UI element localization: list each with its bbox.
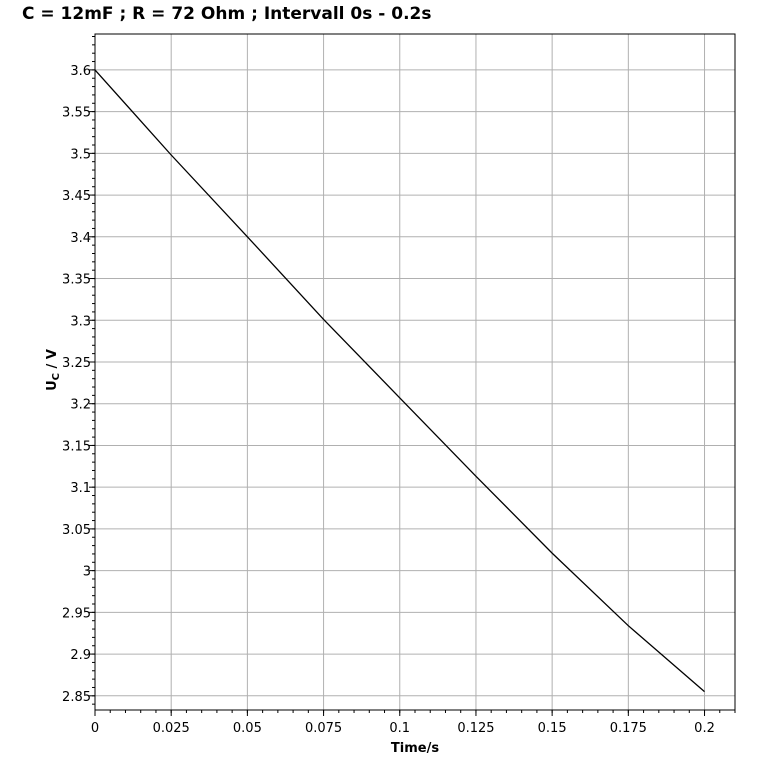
y-tick-label: 3 — [83, 565, 91, 580]
y-tick-label: 2.9 — [70, 648, 91, 663]
y-tick-label: 3.15 — [62, 439, 91, 454]
y-tick-label: 3.2 — [70, 398, 91, 413]
x-tick-label: 0.05 — [233, 721, 262, 736]
y-tick-label: 3.3 — [70, 314, 91, 329]
minor-ticks — [92, 36, 736, 713]
x-tick-label: 0.175 — [610, 721, 647, 736]
y-tick-label: 3.05 — [62, 523, 91, 538]
y-tick-label: 3.1 — [70, 481, 91, 496]
y-axis-label-main: U — [45, 380, 60, 391]
x-tick-label: 0.2 — [694, 721, 715, 736]
grid-lines — [95, 34, 735, 710]
plot-frame — [94, 33, 736, 711]
y-tick-label: 3.35 — [62, 273, 91, 288]
x-tick-label: 0.025 — [153, 721, 190, 736]
y-axis-ticks: 2.85 2.9 2.95 3 3.05 3.1 3.15 3.2 3.25 3.3 3.35 3.4… — [62, 64, 95, 705]
y-tick-label: 3.6 — [70, 64, 91, 79]
x-tick-label: 0.125 — [457, 721, 494, 736]
y-tick-label: 3.55 — [62, 106, 91, 121]
chart-title: C = 12mF ; R = 72 Ohm ; Intervall 0s - 0… — [22, 4, 432, 24]
y-tick-label: 2.95 — [62, 606, 91, 621]
x-tick-label: 0.075 — [305, 721, 342, 736]
x-tick-label: 0 — [91, 721, 99, 736]
y-tick-label: 2.85 — [62, 690, 91, 705]
y-tick-label: 3.4 — [70, 231, 91, 246]
y-axis-label: UC / V — [45, 349, 62, 391]
y-tick-label: 3.45 — [62, 189, 91, 204]
y-tick-label: 3.25 — [62, 356, 91, 371]
x-axis-ticks: 0 0.025 0.05 0.075 0.1 0.125 0.15 0.175 0.2 — [91, 710, 715, 736]
series-layer — [94, 69, 705, 693]
y-tick-label: 3.5 — [70, 147, 91, 162]
y-axis-label-unit: / V — [45, 349, 60, 373]
series-line — [94, 69, 705, 693]
x-tick-label: 0.1 — [389, 721, 410, 736]
x-axis-label: Time/s — [391, 741, 439, 756]
x-tick-label: 0.15 — [538, 721, 567, 736]
y-axis-label-subscript: C — [51, 373, 62, 380]
